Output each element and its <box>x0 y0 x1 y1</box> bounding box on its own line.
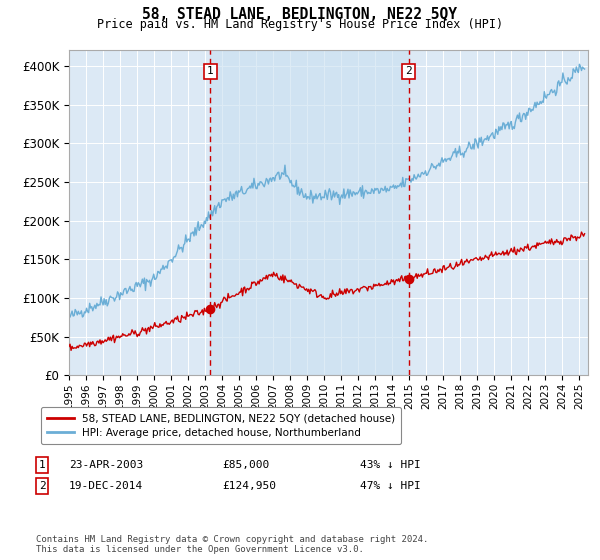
Text: Contains HM Land Registry data © Crown copyright and database right 2024.
This d: Contains HM Land Registry data © Crown c… <box>36 535 428 554</box>
Text: 2: 2 <box>405 66 412 76</box>
Bar <box>211 50 409 375</box>
Text: 1: 1 <box>207 66 214 76</box>
Text: £124,950: £124,950 <box>222 481 276 491</box>
Text: Price paid vs. HM Land Registry's House Price Index (HPI): Price paid vs. HM Land Registry's House … <box>97 18 503 31</box>
Text: 19-DEC-2014: 19-DEC-2014 <box>69 481 143 491</box>
Text: 47% ↓ HPI: 47% ↓ HPI <box>360 481 421 491</box>
Text: 2: 2 <box>38 481 46 491</box>
Text: £85,000: £85,000 <box>222 460 269 470</box>
Text: 43% ↓ HPI: 43% ↓ HPI <box>360 460 421 470</box>
Text: 23-APR-2003: 23-APR-2003 <box>69 460 143 470</box>
Text: 1: 1 <box>38 460 46 470</box>
Text: 58, STEAD LANE, BEDLINGTON, NE22 5QY: 58, STEAD LANE, BEDLINGTON, NE22 5QY <box>143 7 458 22</box>
Legend: 58, STEAD LANE, BEDLINGTON, NE22 5QY (detached house), HPI: Average price, detac: 58, STEAD LANE, BEDLINGTON, NE22 5QY (de… <box>41 407 401 444</box>
